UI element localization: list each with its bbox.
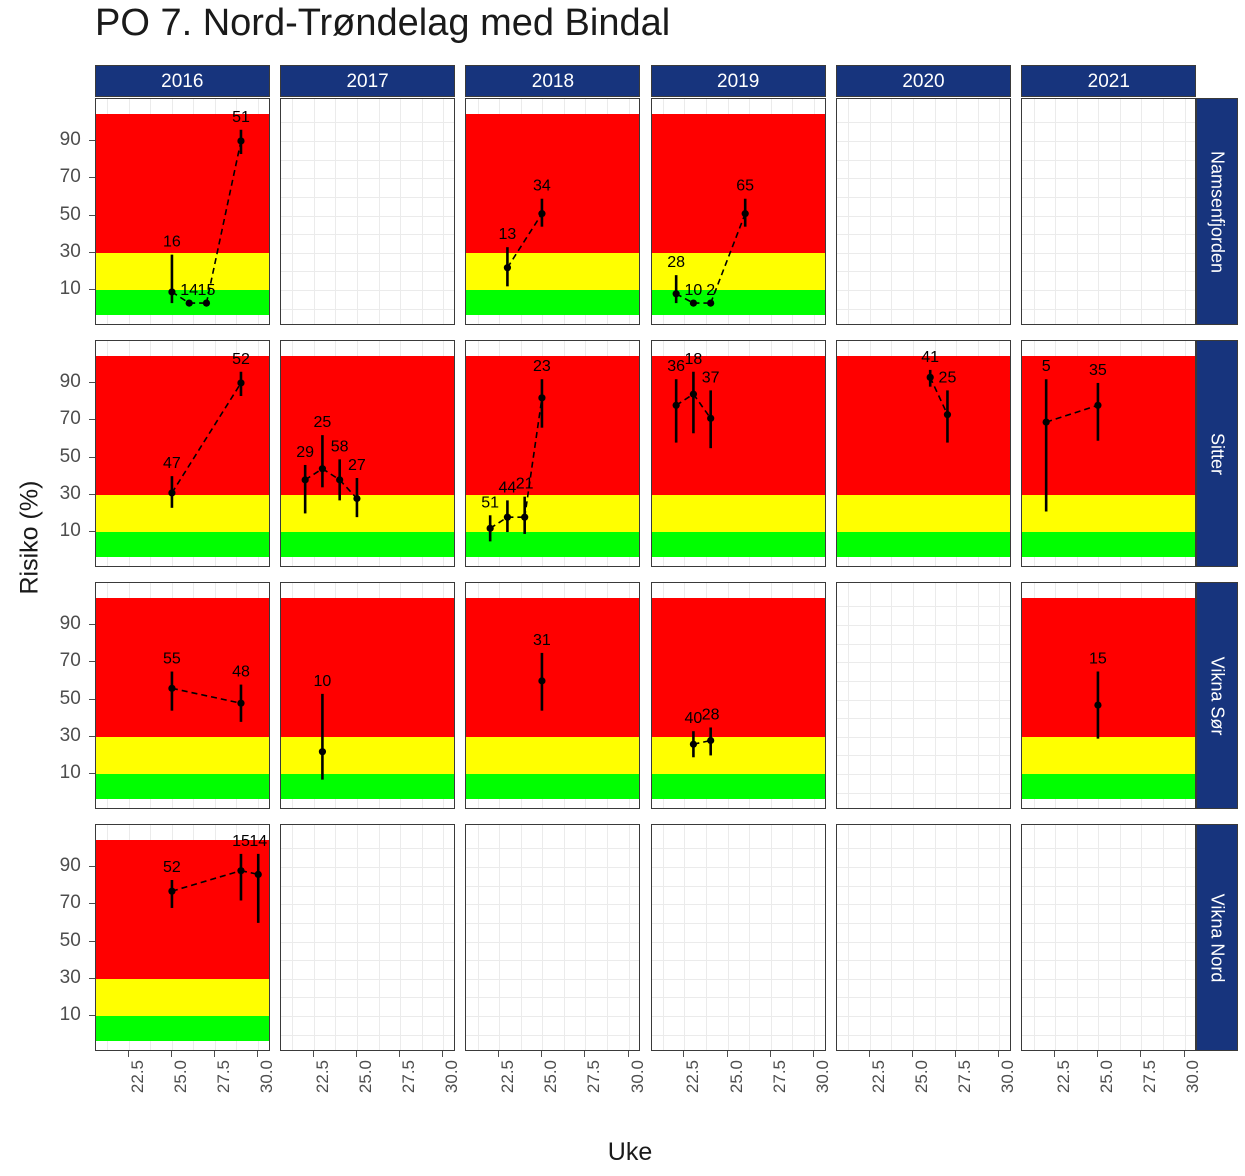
svg-text:44: 44 (499, 479, 517, 496)
svg-text:36: 36 (667, 358, 685, 375)
svg-text:41: 41 (921, 349, 939, 366)
svg-text:47: 47 (163, 455, 181, 472)
svg-text:28: 28 (667, 254, 685, 271)
svg-text:52: 52 (232, 351, 250, 368)
svg-text:10: 10 (314, 673, 332, 690)
svg-text:28: 28 (701, 706, 719, 723)
svg-text:14: 14 (180, 282, 198, 299)
svg-text:52: 52 (163, 859, 181, 876)
svg-text:58: 58 (331, 438, 349, 455)
svg-text:21: 21 (516, 476, 534, 493)
svg-text:27: 27 (348, 457, 366, 474)
svg-text:10: 10 (684, 282, 702, 299)
svg-text:2: 2 (706, 282, 715, 299)
svg-text:18: 18 (684, 351, 702, 368)
svg-text:14: 14 (249, 833, 267, 850)
svg-text:35: 35 (1089, 362, 1107, 379)
svg-text:29: 29 (296, 444, 314, 461)
svg-text:31: 31 (533, 632, 551, 649)
svg-text:16: 16 (163, 234, 181, 251)
svg-text:23: 23 (533, 358, 551, 375)
svg-text:15: 15 (197, 282, 215, 299)
svg-text:37: 37 (701, 369, 719, 386)
svg-text:5: 5 (1042, 358, 1051, 375)
svg-text:55: 55 (163, 651, 181, 668)
svg-text:34: 34 (533, 178, 551, 195)
svg-text:51: 51 (232, 109, 250, 126)
svg-text:25: 25 (939, 369, 957, 386)
svg-text:40: 40 (684, 710, 702, 727)
svg-text:25: 25 (314, 414, 332, 431)
svg-text:51: 51 (482, 494, 500, 511)
svg-text:15: 15 (232, 833, 250, 850)
svg-text:15: 15 (1089, 651, 1107, 668)
svg-text:13: 13 (499, 226, 517, 243)
svg-text:48: 48 (232, 664, 250, 681)
svg-text:65: 65 (736, 178, 754, 195)
